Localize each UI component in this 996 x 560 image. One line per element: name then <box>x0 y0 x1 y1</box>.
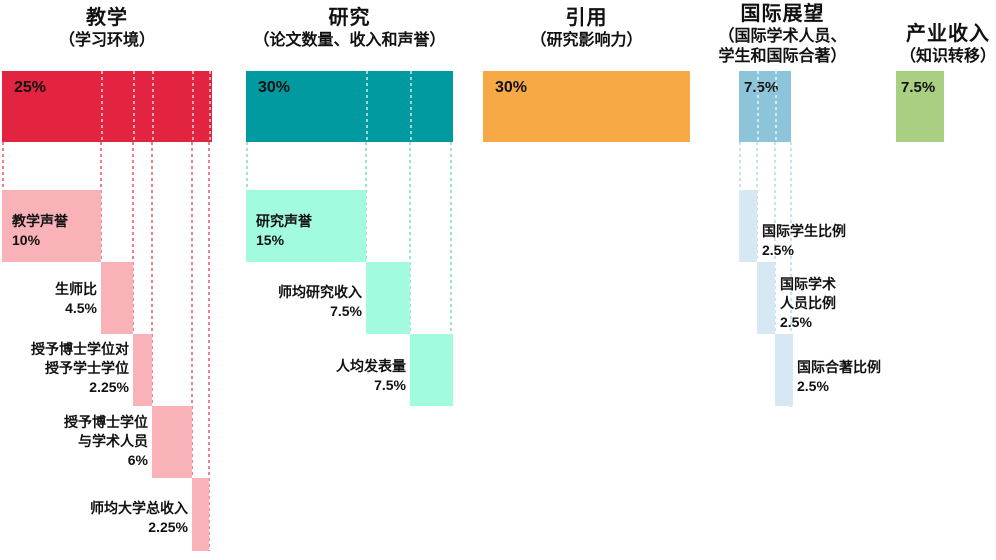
pillar-subtitle: （知识转移） <box>899 48 996 65</box>
sub-block-international-students <box>739 190 757 262</box>
industry-weight-value: 7.5% <box>901 79 936 96</box>
connector-line <box>2 142 4 190</box>
pillar-title: 国际展望 <box>740 3 825 25</box>
segment-divider <box>757 71 759 142</box>
pillar-subtitle: （研究影响力） <box>530 32 643 49</box>
sub-block-doctorate-bachelor-ratio <box>133 334 152 406</box>
label-research-reputation: 研究声誉 15% <box>256 213 312 249</box>
pillar-header-teaching: 教学 （学习环境） <box>2 6 212 51</box>
sub-block-research-reputation <box>246 190 366 262</box>
pillar-subtitle: （学习环境） <box>58 32 155 49</box>
segment-divider <box>775 71 777 142</box>
connector-line <box>151 142 153 406</box>
segment-divider <box>410 71 412 142</box>
label-international-staff: 国际学术 人员比例 2.5% <box>780 276 836 331</box>
sub-block-institutional-income <box>192 478 209 551</box>
connector-line <box>191 142 193 478</box>
connector-line <box>132 142 134 334</box>
industry-weight-block: 7.5% <box>896 71 944 142</box>
connector-line <box>790 142 792 407</box>
pillar-title: 引用 <box>565 7 608 29</box>
sub-block-research-income <box>366 262 410 334</box>
segment-divider <box>209 71 211 142</box>
label-research-productivity: 人均发表量 7.5% <box>336 358 406 394</box>
connector-line <box>756 142 758 262</box>
label-student-staff-ratio: 生师比 4.5% <box>55 281 97 317</box>
connector-line <box>409 142 411 334</box>
pillar-header-citations: 引用 （研究影响力） <box>483 6 690 51</box>
citations-weight-value: 30% <box>495 79 528 96</box>
connector-line <box>365 142 367 262</box>
sub-block-research-productivity <box>410 334 453 406</box>
teaching-weight-block: 25% <box>2 71 212 142</box>
label-teaching-reputation: 教学声誉 10% <box>12 213 68 249</box>
citations-weight-block: 30% <box>483 71 690 142</box>
connector-line <box>246 142 248 190</box>
sub-block-international-coauthorship <box>775 334 793 406</box>
international-weight-block: 7.5% <box>739 71 791 142</box>
teaching-weight-value: 25% <box>14 79 47 96</box>
segment-divider <box>133 71 135 142</box>
pillar-title: 产业收入 <box>906 23 990 45</box>
pillar-title: 研究 <box>328 7 371 29</box>
pillar-header-industry: 产业收入 （知识转移） <box>896 22 996 67</box>
label-doctorates-per-staff: 授予博士学位 与学术人员 6% <box>64 414 148 469</box>
pillar-title: 教学 <box>86 7 128 29</box>
sub-block-international-staff <box>757 262 775 334</box>
connector-line <box>450 142 452 406</box>
pillar-subtitle: （论文数量、收入和声誉） <box>253 32 446 49</box>
connector-line <box>208 142 210 551</box>
label-international-coauthorship: 国际合著比例 2.5% <box>797 359 881 395</box>
research-weight-value: 30% <box>258 79 291 96</box>
sub-block-doctorates-per-staff <box>152 406 192 478</box>
pillar-subtitle: 学生和国际合著） <box>718 48 847 65</box>
sub-block-student-staff-ratio <box>101 262 133 334</box>
pillar-subtitle: （国际学术人员、 <box>718 28 847 45</box>
label-research-income: 师均研究收入 7.5% <box>278 284 362 320</box>
connector-line <box>739 142 741 190</box>
connector-line <box>774 142 776 334</box>
connector-line <box>100 142 102 262</box>
international-weight-value: 7.5% <box>744 79 779 96</box>
label-doctorate-bachelor-ratio: 授予博士学位对 授予学士学位 2.25% <box>31 341 129 396</box>
pillar-header-international: 国际展望 （国际学术人员、 学生和国际合著） <box>680 2 885 67</box>
research-weight-block: 30% <box>246 71 453 142</box>
label-institutional-income: 师均大学总收入 2.25% <box>90 500 188 536</box>
label-international-students: 国际学生比例 2.5% <box>762 223 846 259</box>
segment-divider <box>192 71 194 142</box>
sub-block-teaching-reputation <box>2 190 101 262</box>
segment-divider <box>366 71 368 142</box>
segment-divider <box>152 71 154 142</box>
pillar-header-research: 研究 （论文数量、收入和声誉） <box>246 6 453 51</box>
segment-divider <box>101 71 103 142</box>
